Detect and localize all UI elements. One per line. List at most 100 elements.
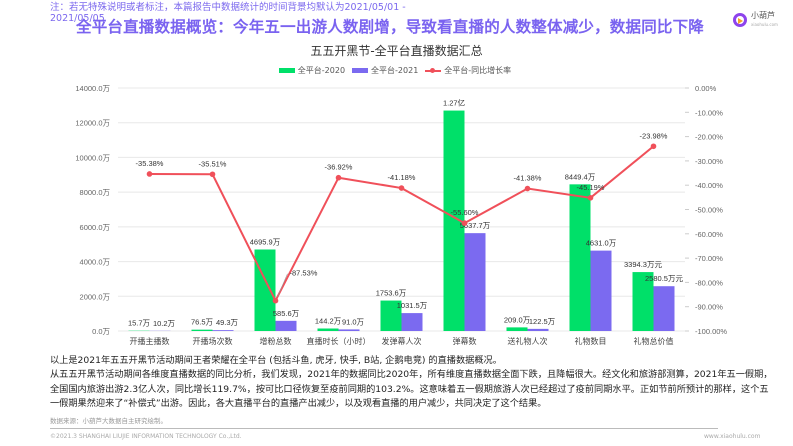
growth-label: -23.98% [640, 131, 668, 140]
growth-point[interactable] [461, 220, 468, 226]
website-link[interactable]: www.xiaohulu.com [704, 433, 761, 440]
logo-subtext: xiaohulu.com [751, 22, 778, 27]
category-label: 发弹幕人次 [382, 336, 422, 346]
legend-swatch-2020 [278, 68, 295, 73]
category-label: 礼物总价值 [634, 336, 674, 346]
bar-label-2020: 15.7万 [128, 319, 151, 328]
bar-label-2021: 91.0万 [342, 317, 365, 326]
left-axis-tick: 14000.0万 [75, 84, 110, 93]
right-axis-tick: -40.00% [695, 181, 723, 190]
bar-2020[interactable] [254, 249, 276, 331]
right-axis-tick: -10.00% [695, 108, 723, 117]
bar-label-2021: 122.5万 [529, 317, 556, 326]
analysis-text: 以上是2021年五五开黑节活动期间王者荣耀在全平台 (包括斗鱼, 虎牙, 快手,… [50, 354, 773, 411]
growth-label: -55.60% [451, 208, 479, 217]
category-label: 直播时长（小时） [307, 336, 371, 346]
bar-2021[interactable] [338, 329, 360, 331]
copyright: ©2021.3 SHANGHAI LIUJIE INFORMATION TECH… [50, 433, 242, 440]
bar-2021[interactable] [212, 330, 234, 331]
data-source: 数据来源：小葫芦大数据自主研究绘制。 [50, 417, 167, 425]
bar-2021[interactable] [464, 233, 486, 331]
bar-2021[interactable] [527, 328, 549, 331]
bar-2020[interactable] [632, 272, 654, 331]
report-note: 注：若无特殊说明或者标注，本篇报告中数据统计的时间背景均默认为2021/05/0… [50, 2, 406, 24]
right-axis-tick: -60.00% [695, 230, 723, 239]
category-label: 开播场次数 [193, 336, 233, 346]
growth-label: -41.38% [514, 174, 542, 183]
legend-item-2020[interactable]: 全平台-2020 [278, 65, 345, 76]
right-axis-tick: -70.00% [695, 254, 723, 263]
paragraph-1: 以上是2021年五五开黑节活动期间王者荣耀在全平台 (包括斗鱼, 虎牙, 快手,… [50, 355, 502, 366]
category-label: 开播主播数 [130, 336, 170, 346]
bar-label-2020: 144.2万 [315, 316, 342, 325]
bar-2021[interactable] [401, 313, 423, 331]
bar-2020[interactable] [506, 327, 528, 331]
growth-label: -87.53% [290, 269, 318, 278]
bar-label-2021: 1031.5万 [397, 301, 428, 310]
right-axis-tick: 0.00% [695, 84, 717, 93]
bar-label-2020: 1.27亿 [443, 98, 466, 108]
bar-label-2021: 585.6万 [273, 309, 300, 318]
bar-label-2020: 4695.9万 [250, 237, 281, 246]
bar-2020[interactable] [317, 328, 339, 331]
left-axis-tick: 10000.0万 [75, 153, 110, 162]
bar-2021[interactable] [275, 320, 297, 331]
bar-label-2021: 5637.7万 [460, 221, 491, 230]
chart-legend: 全平台-2020 全平台-2021 全平台-同比增长率 [0, 65, 793, 76]
left-axis-tick: 8000.0万 [80, 188, 111, 197]
growth-point[interactable] [398, 185, 405, 191]
growth-label: -36.92% [325, 163, 353, 172]
right-axis-tick: -80.00% [695, 278, 723, 287]
growth-point[interactable] [146, 171, 153, 177]
logo-text: 小葫芦 [751, 11, 775, 20]
page-title: 全平台直播数据概览：今年五一出游人数剧增，导致看直播的人数整体减少，数据同比下降 [76, 18, 705, 36]
legend-line-growth [425, 67, 442, 73]
left-axis-tick: 2000.0万 [80, 292, 111, 301]
brand-logo: 小葫芦 xiaohulu.com [733, 11, 778, 29]
bar-label-2021: 10.2万 [153, 319, 176, 328]
category-label: 增粉总数 [260, 336, 292, 346]
footer-divider [50, 428, 718, 429]
right-axis-tick: -100.00% [695, 327, 727, 336]
bar-2021[interactable] [653, 286, 675, 331]
bar-label-2020: 76.5万 [191, 318, 214, 327]
combo-chart: 0.0万 2000.0万 4000.0万 6000.0万 8000.0万 10000.0万… [75, 84, 727, 346]
bar-2020[interactable] [380, 300, 402, 331]
bar-label-2020: 8449.4万 [565, 172, 596, 181]
growth-point[interactable] [272, 297, 279, 304]
growth-label: -45.19% [577, 183, 605, 192]
bar-label-2021: 4631.0万 [586, 239, 617, 248]
label-leader-line [277, 273, 288, 297]
left-axis-tick: 0.0万 [92, 327, 110, 336]
xiaohulu-logo-icon [733, 13, 747, 27]
growth-label: -41.18% [388, 173, 416, 182]
growth-point[interactable] [335, 174, 342, 181]
bar-label-2020: 1753.6万 [376, 289, 407, 298]
paragraph-4: 一假期果然迎来了“补偿式”出游。因此，各大直播平台的直播产出减少，以及观看直播的… [50, 397, 547, 409]
category-label: 弹幕数 [453, 336, 477, 346]
growth-point[interactable] [650, 143, 657, 150]
growth-point[interactable] [587, 195, 594, 201]
left-axis-tick: 12000.0万 [75, 119, 110, 128]
category-label: 礼物数目 [575, 336, 607, 346]
paragraph-2: 从五五开黑节活动期间各维度直播数据的同比分析，我们发现，2021年的数据同比20… [50, 369, 773, 381]
right-axis-tick: -50.00% [695, 206, 723, 215]
left-axis-tick: 6000.0万 [80, 223, 111, 232]
right-axis-tick: -30.00% [695, 157, 723, 166]
category-label: 送礼物人次 [508, 336, 548, 346]
legend-item-growth[interactable]: 全平台-同比增长率 [425, 65, 511, 76]
right-axis-tick: -20.00% [695, 133, 723, 142]
growth-label: -35.38% [136, 159, 164, 168]
paragraph-3: 全国国内旅游出游2.3亿人次，同比增长119.7%，按可比口径恢复至疫前同期的1… [50, 383, 769, 395]
bar-2021[interactable] [590, 250, 612, 331]
growth-point[interactable] [524, 185, 531, 192]
bar-2020[interactable] [569, 184, 591, 331]
bar-label-2021: 49.3万 [216, 318, 239, 327]
growth-point[interactable] [209, 171, 216, 178]
left-axis-tick: 4000.0万 [80, 258, 111, 267]
bar-2020[interactable] [191, 329, 213, 331]
legend-swatch-2021 [352, 68, 369, 73]
bar-2020[interactable] [443, 110, 465, 331]
bar-label-2021: 2580.5万元 [645, 274, 683, 283]
legend-item-2021[interactable]: 全平台-2021 [352, 65, 418, 76]
